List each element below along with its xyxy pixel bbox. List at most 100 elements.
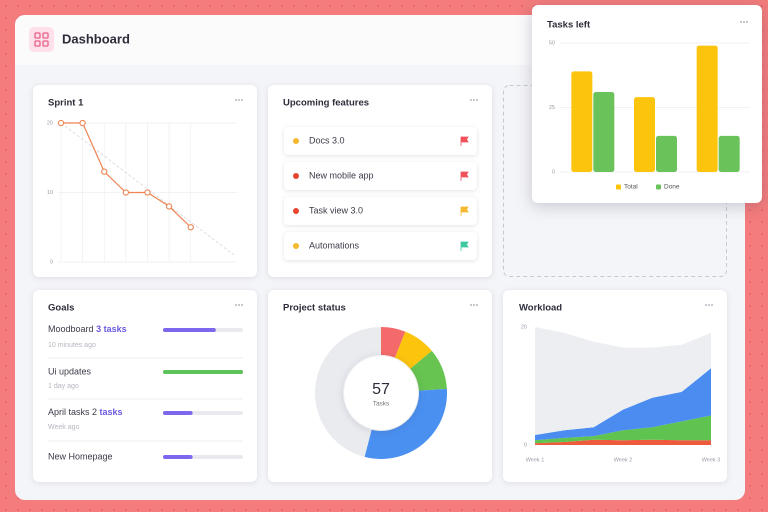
point [187,224,194,231]
bar [634,97,655,172]
card-title: Goals [48,303,74,314]
progress-bar [163,455,193,459]
donut-segment [410,350,447,391]
menu-dot [241,99,243,101]
menu-dot [241,304,243,306]
menu-dot [740,21,742,23]
goal-highlight: 3 tasks [96,324,127,334]
feature-label: New mobile app [309,170,374,180]
legend-label: Done [664,184,680,191]
y-tick-label: 25 [549,105,555,111]
point [101,168,108,175]
donut-segment [364,388,447,459]
y-tick-label: 0 [524,442,527,448]
menu-dot [708,304,710,306]
menu-dot [470,304,472,306]
menu-dot [711,304,713,306]
menu-dot [473,99,475,101]
legend-label: Total [624,184,638,191]
donut-segment [381,327,406,358]
point [57,119,65,127]
y-tick-label: 0 [552,169,555,175]
goal-highlight: tasks [100,407,123,417]
card [33,85,257,277]
card-menu[interactable] [235,99,243,101]
legend-swatch [656,184,661,190]
status-dot [293,138,299,144]
goal-title: New Homepage [48,451,113,461]
priority-flag[interactable] [460,241,469,251]
status-dot [293,173,299,179]
card [33,290,257,482]
goal-title: April tasks 2 tasks [48,407,123,417]
menu-dot [473,304,475,306]
dashboard-icon[interactable] [29,27,54,52]
feature-row[interactable] [284,162,477,190]
priority-flag[interactable] [460,206,469,216]
center-label: Tasks [373,401,390,408]
bar [696,45,718,172]
menu-dot [470,99,472,101]
progress-bar [163,370,243,374]
card-menu[interactable] [470,99,478,101]
area [535,327,711,435]
menu-dot [476,99,478,101]
progress-bar [163,328,216,332]
area [535,439,711,445]
bar [656,135,677,172]
goal-title: Moodboard 3 tasks [48,324,127,334]
y-tick-label: 50 [549,40,555,46]
feature-label: Automations [309,240,360,250]
card-title: Project status [283,303,346,314]
card-title: Sprint 1 [48,98,84,109]
point [144,189,151,196]
y-tick-label: 20 [521,324,527,330]
area [535,415,711,444]
goal-subtitle: 1 day ago [48,383,79,390]
y-tick-label: 0 [50,259,53,265]
feature-label: Task view 3.0 [309,205,363,215]
priority-flag[interactable] [460,136,469,146]
y-tick-label: 20 [47,120,53,126]
x-tick-label: Week 1 [526,457,545,463]
x-tick-label: Week 3 [702,457,721,463]
menu-dot [235,304,237,306]
marks: 0 10 20 0 25 50 Total Done 57 Tasks 0 20 Week 1 Week … [47,21,750,463]
goal-subtitle: 10 minutes ago [48,342,96,349]
x-tick-label: Week 2 [614,457,633,463]
menu-dot [238,304,240,306]
card-menu[interactable] [235,304,243,306]
goal-name: Moodboard [48,324,94,334]
donut-segment [394,331,432,369]
card-menu[interactable] [740,21,748,23]
feature-row[interactable] [284,232,477,260]
priority-flag[interactable] [460,171,469,181]
area [535,368,711,441]
goal-title: Ui updates [48,366,92,376]
point [122,189,130,196]
goal-subtitle: Week ago [48,424,79,431]
feature-row[interactable] [284,127,477,155]
page-title: Dashboard [62,31,130,46]
card-menu[interactable] [705,304,713,306]
menu-dot [743,21,745,23]
status-dot [293,243,299,249]
dashboard-icon-glyph [34,32,49,47]
donut-hole [344,356,418,430]
menu-dot [705,304,707,306]
card-title: Upcoming features [283,98,369,109]
card-title: Tasks left [547,20,591,31]
bar [571,71,593,172]
point [79,119,86,127]
menu-dot [235,99,237,101]
point [165,203,173,210]
feature-row[interactable] [284,197,477,225]
card-title: Workload [519,303,562,314]
donut-segment [315,327,381,457]
goal-name: April tasks 2 [48,407,97,417]
card-menu[interactable] [470,304,478,306]
menu-dot [238,99,240,101]
legend-swatch [616,184,621,190]
